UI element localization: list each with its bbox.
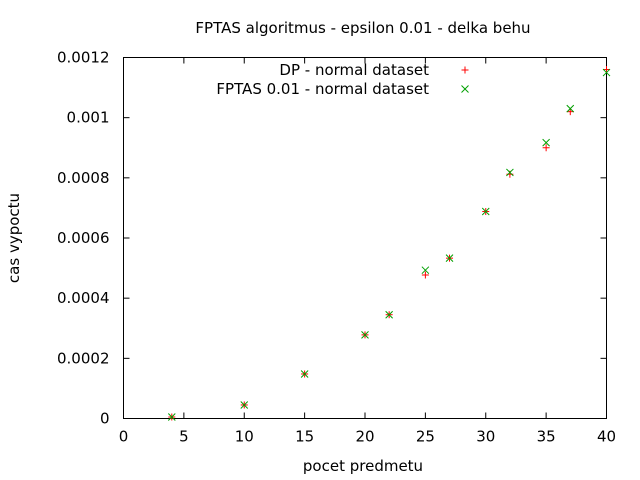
- dp-point: [542, 144, 550, 152]
- fptas-point-d2: [506, 168, 514, 177]
- fptas-point: [167, 413, 176, 421]
- fptas-point: [566, 104, 575, 113]
- y-tick-label: 0.0012: [57, 49, 110, 67]
- y-axis-label: cas vypoctu: [5, 193, 23, 283]
- fptas-point-d2: [602, 68, 611, 77]
- fptas-point-d2: [361, 331, 369, 339]
- x-tick-label: 20: [355, 428, 374, 446]
- fptas-point-d2: [445, 254, 454, 263]
- axis-ticks: [123, 57, 607, 419]
- fptas-point-d2: [300, 370, 309, 378]
- x-tick-label: 25: [416, 428, 435, 446]
- y-tick-label: 0.0006: [57, 229, 110, 247]
- dp-point: [421, 271, 429, 279]
- x-tick-label: 35: [537, 428, 556, 446]
- fptas-point-d2: [542, 138, 550, 147]
- y-tick-label: 0.0008: [57, 169, 110, 187]
- fptas-point-d2: [421, 266, 430, 275]
- y-tick-label: 0.001: [67, 109, 110, 127]
- x-axis-label: pocet predmetu: [303, 457, 423, 475]
- x-tick-label: 5: [179, 428, 189, 446]
- fptas-point: [421, 266, 430, 275]
- x-tick-label: 30: [476, 428, 495, 446]
- x-tick-label: 40: [597, 428, 616, 446]
- fptas-point: [506, 168, 514, 177]
- x-tick-label: 0: [119, 428, 129, 446]
- fptas-point: [481, 207, 490, 216]
- fptas-point-d2: [385, 310, 394, 319]
- y-tick-label: 0.0002: [57, 349, 110, 367]
- fptas-point-d2: [167, 413, 176, 421]
- x-tick-label: 10: [235, 428, 254, 446]
- fptas-point-d2: [240, 401, 249, 409]
- axis-tick-labels: 0 5 10 15 20 25 30 35 40 0 0.0002 0.0004 0.0006 0.000…: [57, 49, 616, 446]
- legend-marker: [461, 85, 469, 93]
- fptas-point: [542, 138, 550, 147]
- y-tick-label: 0: [100, 410, 110, 428]
- legend-label: DP - normal dataset: [279, 61, 429, 79]
- fptas-point: [361, 331, 369, 339]
- y-tick-label: 0.0004: [57, 289, 110, 307]
- fptas-point: [445, 254, 454, 263]
- fptas-point: [300, 370, 309, 378]
- plot-frame: [123, 57, 607, 419]
- series-fptas: [167, 68, 611, 421]
- fptas-point: [385, 310, 394, 319]
- legend-marker: [461, 66, 469, 74]
- series-dp: [168, 66, 610, 421]
- fptas-point-d2: [566, 104, 575, 113]
- fptas-point: [240, 401, 249, 409]
- legend-label: FPTAS 0.01 - normal dataset: [216, 80, 429, 98]
- chart-title: FPTAS algoritmus - epsilon 0.01 - delka …: [195, 19, 530, 37]
- series-layer: [167, 66, 611, 421]
- fptas-point: [602, 68, 611, 77]
- fptas-point-d2: [481, 207, 490, 216]
- legend-marker-d2: [461, 85, 469, 93]
- x-tick-label: 15: [295, 428, 314, 446]
